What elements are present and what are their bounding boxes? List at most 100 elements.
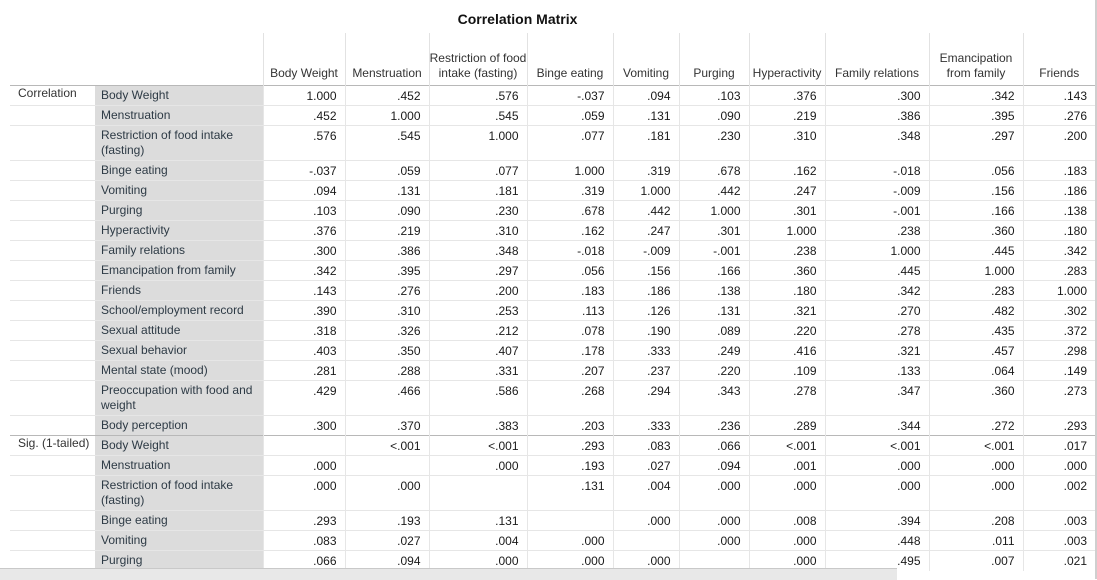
- table-cell: .435: [928, 320, 1023, 341]
- table-row: Sexual behavior .403.350.407.178.333.249.…: [10, 340, 1095, 361]
- table-cell: .011: [928, 530, 1023, 551]
- column-header: Vomiting: [612, 33, 679, 86]
- table-cell: .007: [928, 550, 1023, 571]
- table-cell: .297: [928, 125, 1023, 161]
- table-cell: .000: [1022, 455, 1095, 476]
- table-cell: .131: [344, 180, 429, 201]
- table-cell: .056: [928, 160, 1023, 181]
- row-label: Emancipation from family: [95, 260, 263, 281]
- table-cell: 1.000: [262, 85, 345, 106]
- table-cell: .278: [824, 320, 929, 341]
- table-cell: [526, 510, 613, 531]
- table-row: Vomiting .094.131.181.319 1.000.442.247 -.0…: [10, 180, 1095, 201]
- table-cell: .342: [928, 85, 1023, 106]
- table-cell: .270: [824, 300, 929, 321]
- table-cell: -.009: [612, 240, 679, 261]
- table-cell: .193: [344, 510, 429, 531]
- table-cell: .383: [428, 415, 527, 436]
- table-cell: .180: [748, 280, 825, 301]
- table-cell: .131: [526, 475, 613, 511]
- table-cell: .212: [428, 320, 527, 341]
- row-label: Hyperactivity: [95, 220, 263, 241]
- table-cell: .149: [1022, 360, 1095, 381]
- section-label: [10, 341, 95, 361]
- header-blank-label: [95, 33, 263, 86]
- table-cell: .495: [824, 550, 929, 571]
- table-cell: .416: [748, 340, 825, 361]
- table-cell: .000: [928, 455, 1023, 476]
- table-cell: .445: [928, 240, 1023, 261]
- table-cell: .131: [678, 300, 749, 321]
- table-cell: .027: [344, 530, 429, 551]
- table-cell: .321: [748, 300, 825, 321]
- table-cell: .083: [612, 435, 679, 456]
- table-cell: .545: [344, 125, 429, 161]
- table-cell: .452: [344, 85, 429, 106]
- table-cell: .077: [526, 125, 613, 161]
- table-cell: .181: [428, 180, 527, 201]
- table-cell: .166: [678, 260, 749, 281]
- row-label: School/employment record: [95, 300, 263, 321]
- table-cell: .276: [1022, 105, 1095, 126]
- table-cell: .238: [748, 240, 825, 261]
- table-cell: .000: [928, 475, 1023, 511]
- section-label: [10, 181, 95, 201]
- table-cell: .004: [612, 475, 679, 511]
- table-cell: <.001: [428, 435, 527, 456]
- table-row: Purging .066.094.000.000.000.000.495.007.…: [10, 550, 1095, 571]
- section-label: [10, 261, 95, 281]
- table-cell: .000: [526, 530, 613, 551]
- table-cell: .429: [262, 380, 345, 416]
- table-cell: .230: [678, 125, 749, 161]
- table-cell: [262, 435, 345, 456]
- table-cell: 1.000: [612, 180, 679, 201]
- table-cell: .442: [678, 180, 749, 201]
- table-cell: .000: [428, 455, 527, 476]
- table-cell: .094: [344, 550, 429, 571]
- table-cell: .220: [748, 320, 825, 341]
- table-cell: .126: [612, 300, 679, 321]
- table-cell: .288: [344, 360, 429, 381]
- table-cell: .390: [262, 300, 345, 321]
- row-label: Sexual behavior: [95, 340, 263, 361]
- row-label: Sexual attitude: [95, 320, 263, 341]
- table-cell: .319: [526, 180, 613, 201]
- column-header: Hyperactivity: [748, 33, 825, 86]
- table-cell: .360: [928, 380, 1023, 416]
- horizontal-scrollbar[interactable]: [0, 568, 897, 580]
- table-cell: .000: [428, 550, 527, 571]
- table-cell: .310: [428, 220, 527, 241]
- table-row: Menstruation .452 1.000.545.059.131.090.21…: [10, 105, 1095, 126]
- row-label: Vomiting: [95, 180, 263, 201]
- column-header: Emancipation from family: [928, 33, 1023, 86]
- table-cell: .272: [928, 415, 1023, 436]
- table-cell: .131: [612, 105, 679, 126]
- table-cell: .576: [262, 125, 345, 161]
- table-cell: .200: [428, 280, 527, 301]
- table-cell: -.001: [824, 200, 929, 221]
- table-cell: 1.000: [1022, 280, 1095, 301]
- table-cell: .133: [824, 360, 929, 381]
- table-cell: .103: [678, 85, 749, 106]
- row-label: Restriction of food intake (fasting): [95, 475, 263, 511]
- column-header: Friends: [1022, 33, 1095, 86]
- table-row: Preoccupation with food and weight .429.4…: [10, 380, 1095, 416]
- table-cell: .333: [612, 415, 679, 436]
- table-cell: .078: [526, 320, 613, 341]
- table-cell: .203: [526, 415, 613, 436]
- row-label: Restriction of food intake (fasting): [95, 125, 263, 161]
- table-cell: -.037: [262, 160, 345, 181]
- table-cell: .347: [824, 380, 929, 416]
- row-label: Body Weight: [95, 85, 263, 106]
- table-cell: .056: [526, 260, 613, 281]
- table-cell: .090: [678, 105, 749, 126]
- table-cell: .138: [1022, 200, 1095, 221]
- table-cell: .181: [612, 125, 679, 161]
- table-cell: .131: [428, 510, 527, 531]
- table-cell: .310: [748, 125, 825, 161]
- table-cell: .247: [612, 220, 679, 241]
- table-cell: .448: [824, 530, 929, 551]
- table-cell: <.001: [928, 435, 1023, 456]
- section-label: [10, 161, 95, 181]
- table-cell: .000: [748, 550, 825, 571]
